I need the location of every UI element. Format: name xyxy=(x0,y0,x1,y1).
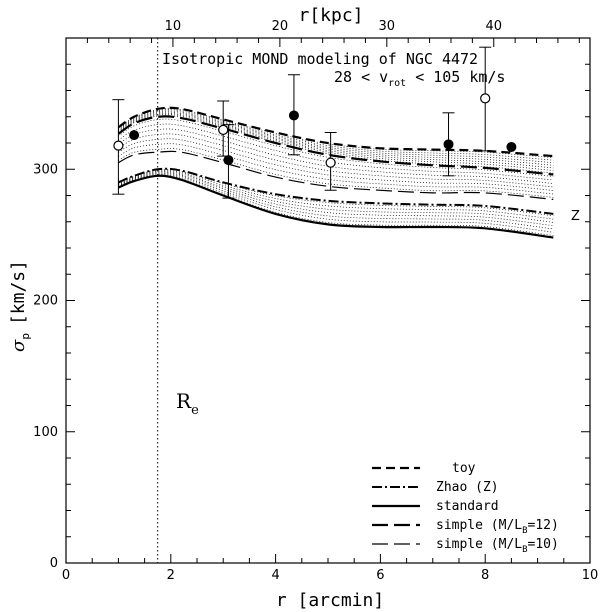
x-axis-label: r [arcmin] xyxy=(276,590,384,611)
x-tick-label: 6 xyxy=(376,568,384,583)
legend-label-pre: simple (M/L xyxy=(436,518,522,533)
subtitle-range-low: 28 xyxy=(334,68,352,86)
z-label: Z xyxy=(571,209,580,224)
series-line-dashed xyxy=(117,106,554,158)
legend-label-sub: B xyxy=(522,526,527,536)
y-tick-label: 100 xyxy=(33,425,58,440)
legend-label-post: =12) xyxy=(528,518,559,533)
y-axis-label: σp [km/s] xyxy=(8,260,32,352)
subtitle-var: v xyxy=(379,68,388,86)
y-tick-label: 300 xyxy=(33,162,58,177)
band-simple-toy xyxy=(118,111,554,166)
open-data-point xyxy=(325,157,336,168)
re-label-sub: e xyxy=(191,403,199,418)
band-standard-zhao xyxy=(118,172,554,230)
band-standard-zhao xyxy=(118,174,554,236)
band-simple-toy xyxy=(118,109,554,161)
x-top-tick-label: 10 xyxy=(165,19,182,34)
band-standard-zhao xyxy=(118,170,554,223)
band-simple-toy xyxy=(118,110,554,164)
x-tick-label: 0 xyxy=(62,568,70,583)
open-data-point xyxy=(218,124,229,135)
x-top-axis-label: r[kpc] xyxy=(298,5,363,26)
x-top-tick-label: 40 xyxy=(485,19,502,34)
subtitle-lt1: < xyxy=(361,68,370,86)
legend-label: simple (M/LB=10) xyxy=(436,537,559,555)
series-line-longdash xyxy=(117,115,554,176)
series-line-dashdot xyxy=(118,167,554,215)
re-label-r: R xyxy=(176,389,192,413)
filled-data-point xyxy=(506,141,517,152)
data-points xyxy=(112,46,517,199)
chart-subtitle: 28 < vrot <105 km/s xyxy=(334,68,505,89)
band-simple xyxy=(118,148,554,198)
band-simple-toy xyxy=(118,114,554,171)
open-data-point xyxy=(480,93,491,104)
re-label: Re xyxy=(176,389,199,418)
legend-label: simple (M/LB=12) xyxy=(436,518,559,536)
subtitle-lt2: < xyxy=(415,68,424,86)
model-curves xyxy=(117,106,554,239)
legend-label: toy xyxy=(452,461,476,476)
legend-label-pre: simple (M/L xyxy=(436,537,522,552)
filled-data-point xyxy=(443,139,454,150)
legend-label: Zhao (Z) xyxy=(436,480,499,495)
legend-label: standard xyxy=(436,499,499,514)
series-line-solid xyxy=(117,174,554,239)
band-simple-toy xyxy=(118,112,554,169)
band-simple xyxy=(118,118,554,177)
filled-data-point xyxy=(223,155,234,166)
band-standard-zhao xyxy=(118,173,554,233)
y-tick-label: 0 xyxy=(50,556,58,571)
y-label-unit: [km/s] xyxy=(8,260,29,325)
x-tick-label: 10 xyxy=(582,568,599,583)
band-simple xyxy=(118,138,554,191)
subtitle-var-sub: rot xyxy=(388,78,406,89)
x-tick-label: 8 xyxy=(481,568,489,583)
legend-label-post: =10) xyxy=(528,537,559,552)
y-tick-label: 200 xyxy=(33,294,58,309)
filled-data-point xyxy=(288,110,299,121)
legend-label-sub: B xyxy=(522,545,527,555)
chart-title: Isotropic MOND modeling of NGC 4472 xyxy=(162,50,478,68)
band-standard-zhao xyxy=(118,170,554,220)
y-label-sub: p xyxy=(19,333,32,340)
x-top-tick-label: 20 xyxy=(272,19,289,34)
series-line-thinlongdash xyxy=(118,150,554,200)
open-data-point xyxy=(113,140,124,151)
x-tick-label: 4 xyxy=(271,568,279,583)
x-top-tick-label: 30 xyxy=(379,19,396,34)
subtitle-range-high: 105 km/s xyxy=(433,68,505,86)
band-standard-zhao xyxy=(118,168,554,217)
x-tick-label: 2 xyxy=(167,568,175,583)
filled-data-point xyxy=(129,130,140,141)
y-label-sigma: σ xyxy=(8,339,29,352)
band-simple xyxy=(118,133,554,188)
band-simple xyxy=(118,123,554,181)
band-simple xyxy=(118,143,554,195)
